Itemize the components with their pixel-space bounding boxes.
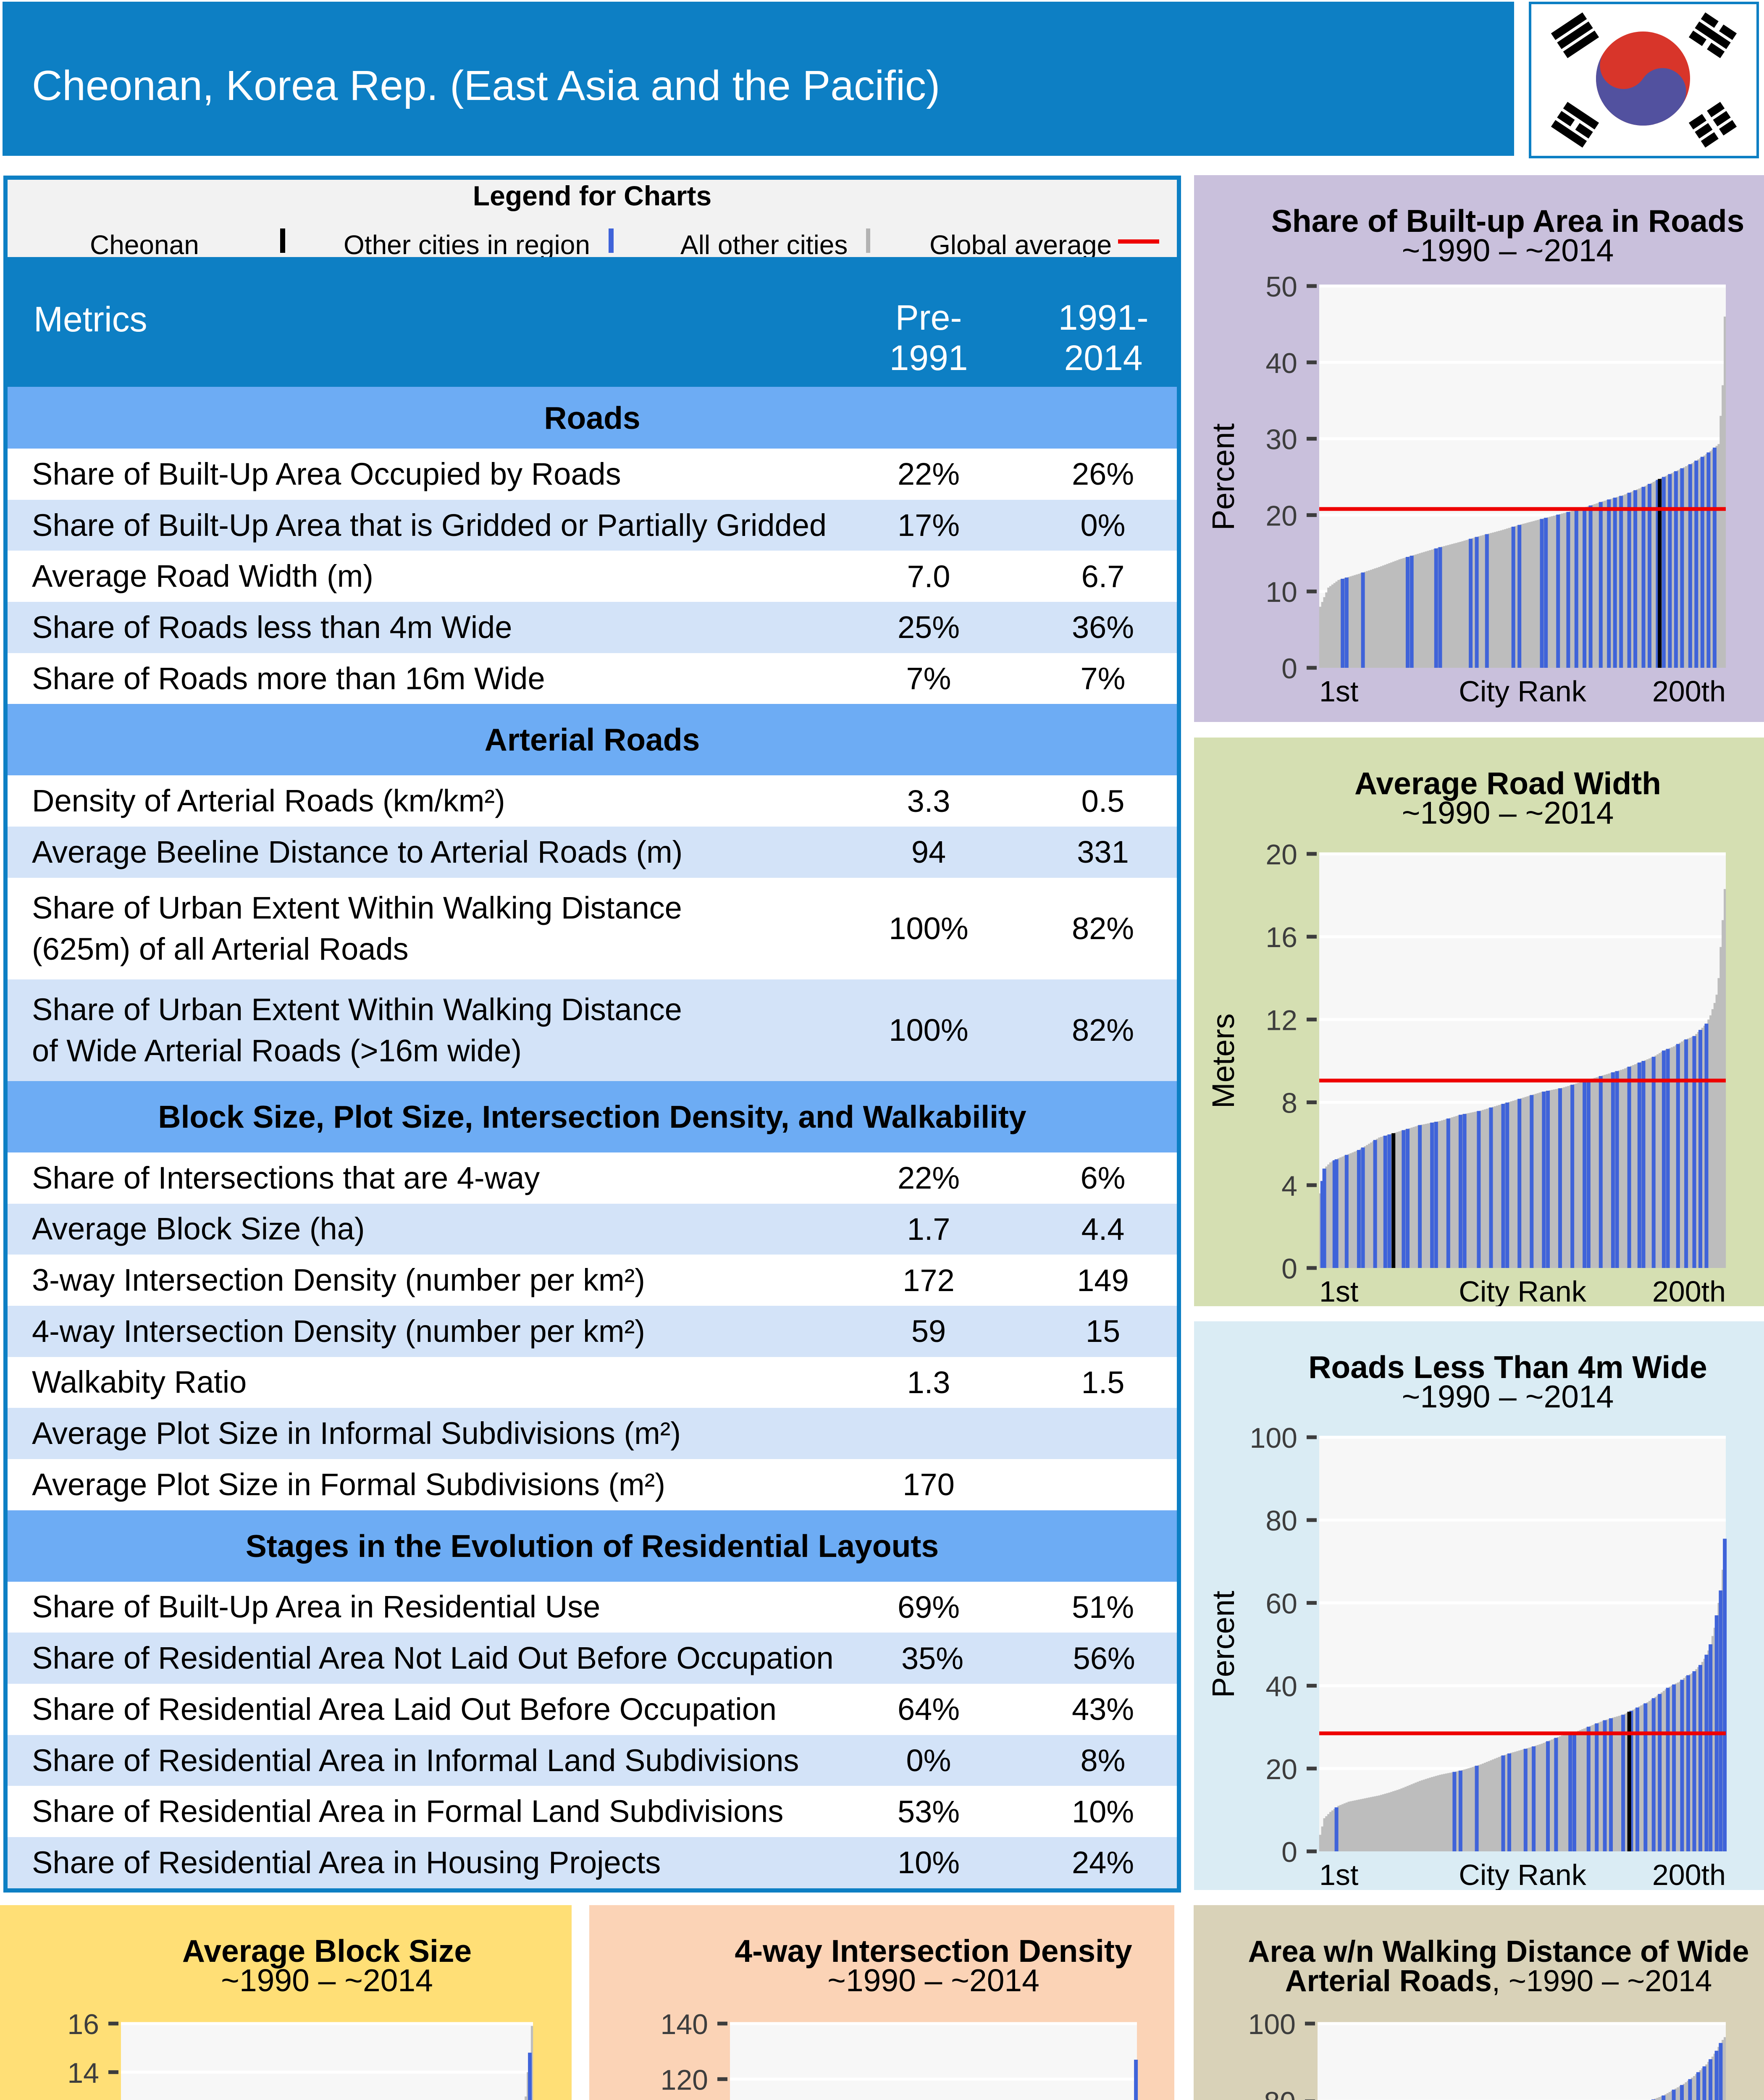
svg-text:4: 4 <box>1281 1170 1297 1202</box>
svg-text:10: 10 <box>1265 576 1297 608</box>
svg-text:60: 60 <box>1265 1588 1297 1620</box>
svg-text:City Rank: City Rank <box>1459 675 1586 708</box>
svg-text:~1990 – ~2014: ~1990 – ~2014 <box>1402 795 1614 830</box>
svg-text:20: 20 <box>1265 500 1297 532</box>
svg-text:16: 16 <box>67 2008 99 2040</box>
svg-text:1st: 1st <box>1319 1858 1358 1890</box>
svg-text:200th: 200th <box>1652 1275 1726 1306</box>
svg-text:4-way Intersection Density: 4-way Intersection Density <box>735 1933 1132 1969</box>
svg-text:1st: 1st <box>1319 675 1358 708</box>
svg-text:14: 14 <box>67 2057 99 2089</box>
svg-text:30: 30 <box>1265 424 1297 456</box>
svg-text:100: 100 <box>1248 2008 1296 2040</box>
svg-text:20: 20 <box>1265 839 1297 871</box>
svg-text:Share of Built-up Area in Road: Share of Built-up Area in Roads <box>1271 203 1745 239</box>
svg-text:City Rank: City Rank <box>1459 1275 1586 1306</box>
svg-text:Average Block Size: Average Block Size <box>182 1933 472 1969</box>
svg-text:~1990 – ~2014: ~1990 – ~2014 <box>1402 1379 1614 1414</box>
svg-text:16: 16 <box>1265 921 1297 953</box>
svg-text:140: 140 <box>661 2008 708 2040</box>
svg-text:40: 40 <box>1265 347 1297 379</box>
svg-text:~1990 – ~2014: ~1990 – ~2014 <box>221 1963 433 1998</box>
svg-text:Roads Less Than 4m Wide: Roads Less Than 4m Wide <box>1308 1349 1707 1385</box>
svg-text:80: 80 <box>1264 2086 1296 2100</box>
svg-text:~1990 – ~2014: ~1990 – ~2014 <box>827 1963 1040 1998</box>
svg-text:120: 120 <box>661 2064 708 2096</box>
svg-text:Percent: Percent <box>1206 1591 1241 1698</box>
svg-text:0: 0 <box>1281 1253 1297 1285</box>
svg-text:8: 8 <box>1281 1087 1297 1119</box>
svg-text:100: 100 <box>1250 1422 1297 1454</box>
svg-text:200th: 200th <box>1652 675 1726 708</box>
svg-text:~1990 – ~2014: ~1990 – ~2014 <box>1402 233 1614 268</box>
svg-text:Percent: Percent <box>1206 423 1241 530</box>
svg-text:Arterial Roads, ~1990 – ~2014: Arterial Roads, ~1990 – ~2014 <box>1285 1964 1712 1998</box>
svg-text:City Rank: City Rank <box>1459 1858 1586 1890</box>
svg-text:Meters: Meters <box>1206 1013 1241 1108</box>
svg-text:40: 40 <box>1265 1671 1297 1703</box>
svg-text:20: 20 <box>1265 1754 1297 1785</box>
svg-text:50: 50 <box>1265 271 1297 303</box>
svg-text:1st: 1st <box>1319 1275 1358 1306</box>
svg-text:200th: 200th <box>1652 1858 1726 1890</box>
svg-text:Average Road Width: Average Road Width <box>1354 766 1661 801</box>
svg-text:12: 12 <box>1265 1004 1297 1036</box>
svg-text:0: 0 <box>1281 1836 1297 1868</box>
svg-text:80: 80 <box>1265 1505 1297 1537</box>
svg-text:Area w/n Walking Distance of W: Area w/n Walking Distance of Wide <box>1248 1935 1749 1969</box>
svg-text:0: 0 <box>1281 653 1297 685</box>
